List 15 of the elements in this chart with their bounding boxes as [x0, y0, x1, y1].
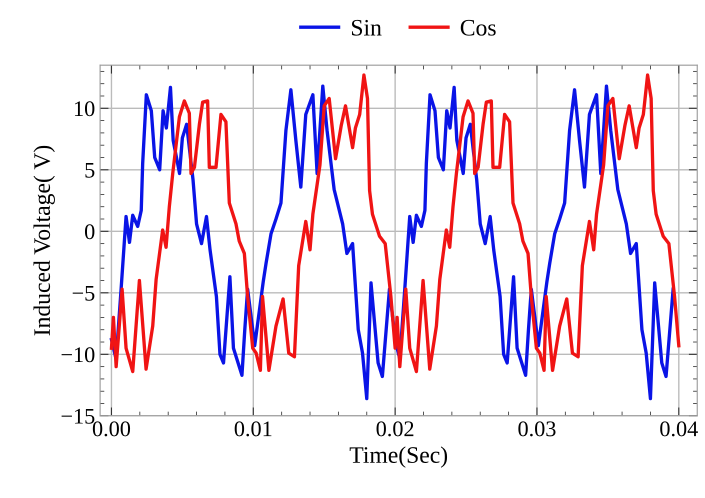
x-tick-label: 0.03	[518, 421, 556, 436]
x-tick-label: 0.00	[92, 421, 130, 436]
x-tick-label: 0.02	[376, 421, 414, 436]
x-axis-title: Time(Sec)	[350, 446, 448, 468]
y-tick-label: 5	[85, 162, 94, 178]
legend-label: Cos	[460, 20, 496, 36]
y-tick-label: 10	[74, 101, 94, 116]
x-tick-label: 0.01	[234, 421, 272, 436]
x-tick-label: 0.04	[660, 421, 698, 436]
y-tick-label: −15	[62, 408, 94, 424]
y-tick-label: −5	[72, 286, 94, 301]
y-tick-label: 0	[84, 224, 94, 240]
legend-label: Sin	[352, 20, 382, 36]
y-axis-title: Induced Voltage( V)	[33, 146, 55, 336]
y-tick-label: −10	[62, 347, 94, 362]
